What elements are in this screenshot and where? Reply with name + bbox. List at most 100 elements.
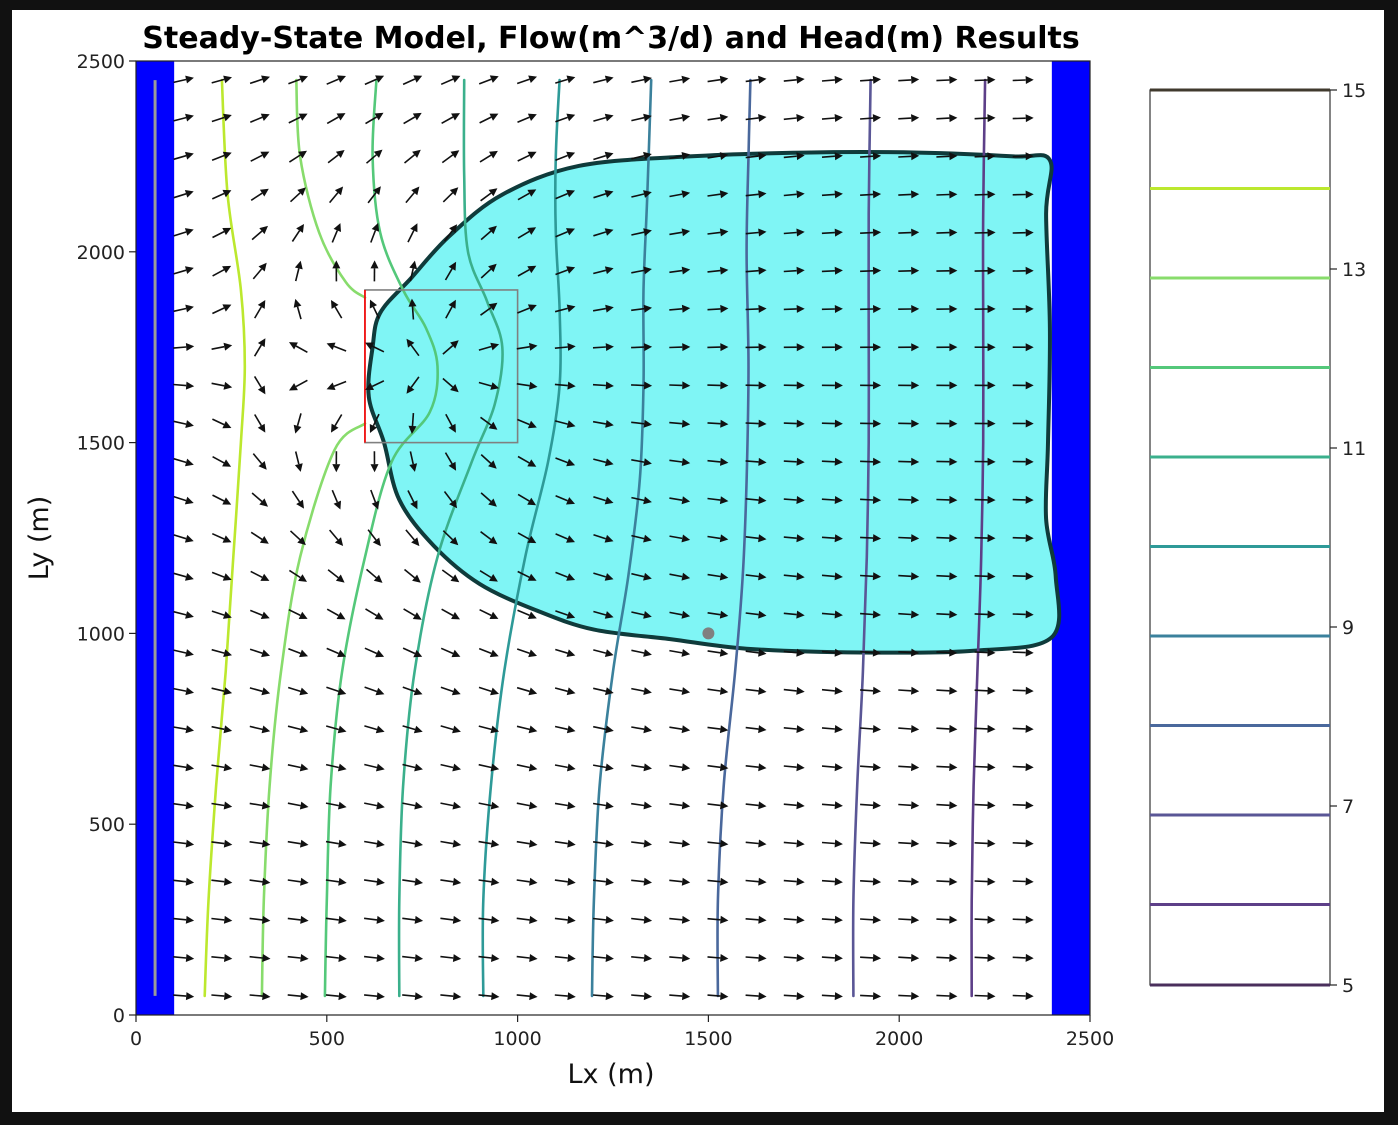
quiver-arrow-head xyxy=(682,343,691,352)
quiver-arrow-shaft xyxy=(249,609,263,617)
quiver-arrow-head xyxy=(185,687,194,696)
quiver-arrow-386 xyxy=(860,381,882,390)
quiver-arrow-shaft xyxy=(936,536,950,539)
quiver-arrow-161 xyxy=(173,725,194,734)
quiver-arrow-head xyxy=(643,725,652,734)
quiver-arrow-shaft xyxy=(821,460,835,463)
quiver-arrow-59 xyxy=(669,915,691,924)
quiver-arrow-545 xyxy=(783,114,805,122)
quiver-arrow-170 xyxy=(516,725,538,734)
quiver-arrow-head xyxy=(873,381,882,390)
quiver-arrow-head xyxy=(489,574,498,582)
quiver-group xyxy=(173,75,1034,1001)
quiver-arrow-449 xyxy=(631,266,652,275)
quiver-arrow-196 xyxy=(631,687,652,695)
quiver-arrow-head xyxy=(604,75,614,84)
quiver-arrow-30 xyxy=(440,954,462,962)
quiver-arrow-58 xyxy=(631,915,653,924)
quiver-arrow-head xyxy=(261,725,271,734)
quiver-arrow-shaft xyxy=(287,840,301,845)
quiver-arrow-shaft xyxy=(821,574,835,578)
quiver-arrow-11 xyxy=(592,992,614,1001)
quiver-arrow-364 xyxy=(898,419,920,428)
quiver-arrow-525 xyxy=(898,152,920,161)
quiver-arrow-head xyxy=(412,612,422,620)
quiver-arrow-shaft xyxy=(365,154,377,164)
quiver-arrow-head xyxy=(338,992,347,1001)
quiver-arrow-25 xyxy=(249,954,271,962)
quiver-arrow-shaft xyxy=(1012,651,1026,654)
quiver-arrow-head xyxy=(1025,839,1034,848)
quiver-arrow-271 xyxy=(860,572,882,581)
quiver-arrow-shaft xyxy=(333,345,347,352)
quiver-arrow-shaft xyxy=(1012,918,1026,921)
quiver-arrow-shaft xyxy=(325,879,339,883)
quiver-arrow-head xyxy=(911,228,920,237)
quiver-arrow-head xyxy=(365,382,374,390)
quiver-arrow-453 xyxy=(783,266,805,275)
quiver-arrow-shaft xyxy=(517,493,530,502)
quiver-arrow-14 xyxy=(707,992,729,1001)
quiver-arrow-543 xyxy=(707,113,729,122)
quiver-arrow-head xyxy=(1025,190,1034,199)
quiver-arrow-head xyxy=(720,801,729,810)
quiver-arrow-shaft xyxy=(402,686,416,693)
quiver-arrow-head xyxy=(987,686,996,695)
quiver-arrow-head xyxy=(185,113,194,122)
quiver-arrow-256 xyxy=(288,569,307,582)
quiver-arrow-shaft xyxy=(407,490,415,503)
quiver-arrow-shaft xyxy=(517,455,530,464)
quiver-arrow-shaft xyxy=(249,78,263,85)
quiver-arrow-shaft xyxy=(974,155,988,158)
quiver-arrow-head xyxy=(448,261,457,271)
quiver-arrow-shaft xyxy=(936,651,950,654)
quiver-arrow-66 xyxy=(936,915,958,924)
quiver-arrow-head xyxy=(604,573,614,581)
quiver-arrow-head xyxy=(949,381,958,390)
quiver-arrow-197 xyxy=(669,687,691,695)
quiver-arrow-368 xyxy=(173,381,195,390)
quiver-arrow-head xyxy=(681,419,691,428)
quiver-arrow-shaft xyxy=(173,917,187,921)
quiver-arrow-shaft xyxy=(403,154,416,164)
quiver-arrow-219 xyxy=(631,649,652,657)
quiver-arrow-264 xyxy=(593,572,614,581)
quiver-arrow-shaft xyxy=(669,917,683,921)
quiver-arrow-100 xyxy=(478,839,500,848)
quiver-arrow-head xyxy=(1025,801,1034,810)
quiver-arrow-head xyxy=(406,338,415,348)
quiver-arrow-345 xyxy=(173,420,194,428)
quiver-arrow-shaft xyxy=(443,230,453,242)
contour-line-5 xyxy=(481,78,562,998)
quiver-arrow-shaft xyxy=(1012,842,1026,845)
quiver-arrow-head xyxy=(298,611,308,619)
y-tick-label: 1500 xyxy=(77,433,125,455)
quiver-arrow-526 xyxy=(936,152,958,161)
quiver-arrow-292 xyxy=(783,534,805,543)
quiver-arrow-shaft xyxy=(974,575,988,578)
quiver-arrow-head xyxy=(872,915,882,924)
quiver-arrow-head xyxy=(681,266,691,275)
quiver-arrow-422 xyxy=(480,302,498,316)
quiver-arrow-437 xyxy=(173,266,194,275)
quiver-arrow-head xyxy=(567,954,576,962)
quiver-arrow-shaft xyxy=(363,879,378,883)
quiver-arrow-head xyxy=(796,572,805,581)
quiver-arrow-47 xyxy=(211,915,233,924)
quiver-arrow-shaft xyxy=(364,955,378,959)
quiver-arrow-head xyxy=(987,190,996,199)
quiver-arrow-shaft xyxy=(821,231,835,235)
quiver-arrow-117 xyxy=(249,801,271,810)
quiver-arrow-shaft xyxy=(631,649,645,654)
quiver-arrow-shaft xyxy=(898,79,912,82)
quiver-arrow-shaft xyxy=(331,489,339,503)
quiver-arrow-head xyxy=(604,611,614,619)
quiver-arrow-29 xyxy=(402,954,424,962)
quiver-arrow-398 xyxy=(442,340,459,355)
quiver-arrow-head xyxy=(643,649,652,657)
quiver-arrow-shaft xyxy=(554,994,568,997)
quiver-arrow-427 xyxy=(669,304,691,313)
quiver-arrow-shaft xyxy=(211,764,225,769)
quiver-arrow-head xyxy=(1025,228,1034,237)
quiver-arrow-367 xyxy=(1012,419,1034,428)
